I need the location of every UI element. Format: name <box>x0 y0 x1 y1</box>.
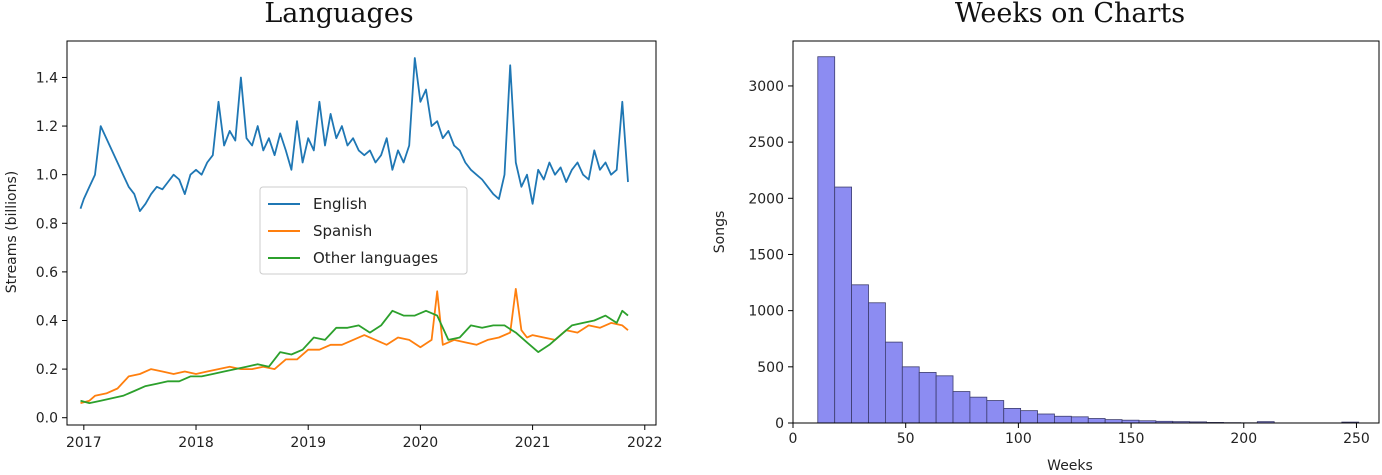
histogram-bar <box>1104 419 1123 424</box>
y-tick-label: 0 <box>775 416 784 432</box>
histogram-bar <box>1037 413 1055 424</box>
series-line-other-languages <box>80 309 629 405</box>
y-tick-label: 500 <box>757 360 784 376</box>
languages-title: Languages <box>264 0 413 29</box>
x-tick-label: 0 <box>789 431 798 447</box>
series-line-english <box>79 57 629 213</box>
x-tick-label: 2021 <box>515 435 551 451</box>
languages-plot-frame <box>66 40 657 426</box>
weeks-xlabel: Weeks <box>1047 458 1093 474</box>
histogram-bar <box>1003 407 1022 424</box>
x-tick-label: 200 <box>1230 431 1257 447</box>
weeks-chart: Weeks on Charts Songs Weeks 0 50 100 150 200… <box>712 0 1380 474</box>
histogram-bar <box>817 56 836 424</box>
y-tick-label: 0.4 <box>36 313 58 329</box>
x-tick-label: 100 <box>1005 431 1032 447</box>
histogram-bar <box>986 400 1005 424</box>
y-tick-label: 3000 <box>748 79 784 95</box>
histogram-bar <box>868 302 886 424</box>
histogram-bar <box>901 366 920 424</box>
histogram-bar <box>1054 415 1072 424</box>
legend-label: Spanish <box>313 222 372 240</box>
histogram-bar <box>918 372 937 424</box>
histogram-bar <box>885 341 903 424</box>
histogram-bar <box>1020 410 1038 424</box>
histogram-bar <box>935 375 954 424</box>
x-tick-label: 2018 <box>178 435 214 451</box>
languages-ylabel: Streams (billions) <box>4 171 20 294</box>
weeks-bars <box>817 56 1360 424</box>
histogram-bar <box>1070 416 1089 424</box>
y-tick-label: 1500 <box>748 247 784 263</box>
y-tick-label: 0.6 <box>36 265 58 281</box>
legend-label: Other languages <box>313 249 438 267</box>
histogram-bar <box>834 186 853 424</box>
x-tick-label: 2022 <box>627 435 663 451</box>
y-tick-label: 1000 <box>748 304 784 320</box>
x-tick-label: 2017 <box>66 435 102 451</box>
x-tick-label: 2020 <box>403 435 439 451</box>
weeks-ylabel: Songs <box>712 211 728 254</box>
x-tick-label: 50 <box>897 431 915 447</box>
y-tick-label: 0.0 <box>36 411 58 427</box>
histogram-bar <box>1087 418 1106 424</box>
languages-legend: English Spanish Other languages <box>259 186 468 275</box>
histogram-bar <box>851 284 869 424</box>
y-tick-label: 1.2 <box>36 119 58 135</box>
y-tick-label: 2000 <box>748 191 784 207</box>
languages-lines <box>79 57 629 405</box>
languages-axes: 2017 2018 2019 2020 2021 2022 0.0 0.2 0.4 0.6 0.8 1… <box>36 70 663 451</box>
weeks-plot-frame <box>792 40 1380 424</box>
y-tick-label: 0.8 <box>36 216 58 232</box>
histogram-bar <box>969 396 988 424</box>
languages-chart: Languages Streams (billions) 2017 2018 201… <box>4 0 663 451</box>
y-tick-label: 0.2 <box>36 362 58 378</box>
y-tick-label: 2500 <box>748 135 784 151</box>
y-tick-label: 1.0 <box>36 168 58 184</box>
histogram-bar <box>952 391 971 424</box>
legend-label: English <box>313 195 367 213</box>
x-tick-label: 150 <box>1118 431 1145 447</box>
series-line-spanish <box>80 287 629 404</box>
weeks-title: Weeks on Charts <box>955 0 1185 29</box>
y-tick-label: 1.4 <box>36 70 58 86</box>
x-tick-label: 250 <box>1343 431 1370 447</box>
x-tick-label: 2019 <box>290 435 326 451</box>
legend-box <box>259 186 468 275</box>
